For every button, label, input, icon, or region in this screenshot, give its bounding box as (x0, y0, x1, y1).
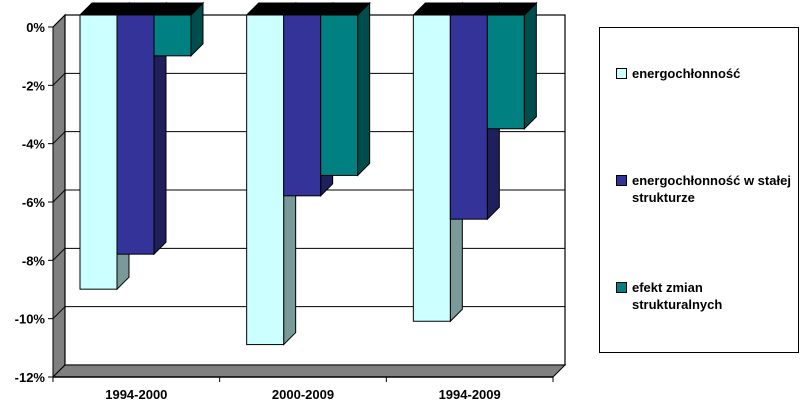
y-tick-label: -12% (15, 370, 46, 385)
bar-front (116, 14, 155, 255)
gridline-depth (52, 14, 66, 28)
bar-front (79, 14, 118, 290)
x-axis-tick-labels: 1994-2000 2000-2009 1994-2009 (52, 377, 554, 402)
bar (115, 1, 168, 256)
gridline-depth (52, 189, 66, 203)
legend-swatch (616, 282, 627, 293)
gridline-depth (52, 72, 66, 86)
y-tick-label: -4% (22, 137, 46, 152)
gridline-depth (52, 131, 66, 145)
bar (319, 1, 371, 177)
y-axis-tick-labels: 0% -2% -4% -6% -8% -10% -12% (15, 20, 46, 385)
bar-front (246, 14, 285, 346)
legend-swatch (616, 175, 627, 186)
x-tick-label: 1994-2000 (105, 387, 167, 402)
y-tick-label: -2% (22, 78, 46, 93)
bar-front (449, 14, 488, 220)
bar-front (412, 14, 451, 322)
legend-item-energochlonnosc: energochłonność (616, 65, 792, 82)
bar (486, 1, 538, 130)
floor-plane (51, 364, 567, 378)
y-tick-label: -8% (22, 253, 46, 268)
chart-floor (51, 364, 567, 378)
y-tick-label: -6% (22, 195, 46, 210)
legend-label: energochłonność (632, 66, 741, 81)
bar (152, 1, 205, 58)
bar-front (320, 14, 359, 176)
gridline-depth (52, 247, 66, 261)
bars (78, 1, 538, 346)
bar-front (153, 14, 192, 57)
legend-item-efekt-zmian: efekt zmian strukturalnych (616, 279, 792, 313)
x-tick-label: 1994-2009 (439, 387, 501, 402)
bar-front (283, 14, 322, 197)
x-tick-label: 2000-2009 (272, 387, 334, 402)
legend-item-stala-struktura: energochłonność w stałej strukturze (616, 172, 792, 206)
legend-swatch (616, 68, 627, 79)
bar-front (486, 14, 525, 130)
y-tick-label: -10% (15, 312, 46, 327)
legend-label: efekt zmian strukturalnych (632, 280, 723, 312)
y-tick-label: 0% (26, 20, 45, 35)
bar-side (523, 1, 537, 130)
legend-label: energochłonność w stałej strukturze (632, 173, 791, 205)
legend: energochłonność energochłonność w stałej… (599, 27, 799, 353)
bar-side (357, 1, 371, 177)
gridline-depth (52, 306, 66, 320)
